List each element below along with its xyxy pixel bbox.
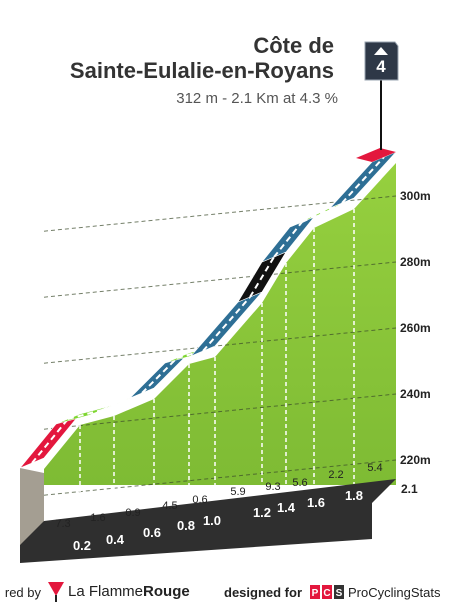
y-tick-300: 300m	[400, 189, 431, 203]
category-number: 4	[376, 57, 386, 76]
badge-notch	[374, 47, 388, 55]
pcs-letter-s: S	[336, 588, 343, 599]
distance-base	[20, 479, 396, 563]
profile-faces	[20, 163, 396, 545]
gradient-label-3: 4.5	[162, 500, 177, 512]
strip-centerline-1	[67, 409, 103, 420]
brand-light: La Flamme	[68, 583, 144, 600]
gradient-label-5: 5.9	[230, 486, 245, 498]
pcs-letter-c: C	[323, 588, 330, 599]
strip-centerline-7	[273, 221, 303, 258]
category-badge: 4	[364, 41, 399, 150]
gradient-label-0: 7.3	[55, 518, 70, 530]
strip-centerline-8	[301, 202, 343, 223]
procyclingstats-name: ProCyclingStats	[348, 585, 441, 600]
climb-summary: 312 m - 2.1 Km at 4.3 %	[176, 90, 338, 107]
y-tick-280: 280m	[400, 255, 431, 269]
profile-top-strip	[19, 148, 397, 469]
strip-centerline-3	[141, 357, 178, 394]
gradient-label-7: 5.6	[292, 477, 307, 489]
strip-centerline-6	[249, 256, 275, 298]
km-label-3: 0.8	[177, 518, 195, 533]
pcs-logo-icon: P C S	[310, 585, 344, 599]
gradient-label-6: 9.3	[265, 481, 280, 493]
profile-area	[44, 163, 396, 485]
climb-title-line2: Sainte-Eulalie-en-Royans	[69, 58, 334, 83]
km-label-8: 1.8	[345, 488, 363, 503]
brand-bold: Rouge	[143, 583, 190, 600]
segment-dividers	[79, 209, 355, 495]
y-tick-260: 260m	[400, 321, 431, 335]
gradient-label-9: 5.4	[367, 462, 382, 474]
base-band	[20, 479, 396, 563]
km-label-5: 1.2	[253, 505, 271, 520]
y-tick-240: 240m	[400, 387, 431, 401]
gridline-280	[43, 261, 397, 298]
climb-title-line1: Côte de	[253, 33, 334, 58]
strip-centerline-9	[341, 156, 385, 204]
km-label-2: 0.6	[143, 525, 161, 540]
strip-centerline-2	[101, 392, 143, 411]
gradient-label-2: 0.9	[125, 507, 140, 519]
gridline-240	[43, 393, 397, 430]
powered-by-text: red by	[4, 585, 41, 600]
final-ramp	[356, 148, 396, 162]
gridline-220	[43, 459, 397, 496]
gradient-label-1: 1.6	[90, 512, 105, 524]
y-tick-220: 220m	[400, 453, 431, 467]
start-wall	[20, 468, 44, 545]
footer: red by La FlammeRouge designed for P C S…	[0, 582, 455, 604]
gradient-label-4: 0.6	[192, 494, 207, 506]
la-flamme-rouge-brand: La FlammeRouge	[68, 583, 190, 600]
gradient-label-8: 2.2	[328, 469, 343, 481]
km-label-1: 0.4	[106, 532, 125, 547]
km-label-0: 0.2	[73, 538, 91, 553]
badge-shape	[364, 41, 399, 81]
profile-labels: 7.3 1.6 0.9 4.5 0.6 5.9 9.3 5.6 2.2 5.4 0.2 0.4 0.6 0…	[55, 189, 430, 553]
designed-for-text: designed for	[224, 585, 303, 600]
km-label-4: 1.0	[203, 513, 221, 528]
gridlines	[43, 195, 397, 496]
strip-centerline-5	[202, 296, 251, 352]
pcs-letter-p: P	[312, 588, 319, 599]
km-label-6: 1.4	[277, 500, 296, 515]
km-label-7: 1.6	[307, 495, 325, 510]
la-flamme-rouge-logo-icon	[48, 582, 64, 602]
total-distance-label: 2.1	[401, 482, 418, 496]
gridline-260	[43, 327, 397, 364]
